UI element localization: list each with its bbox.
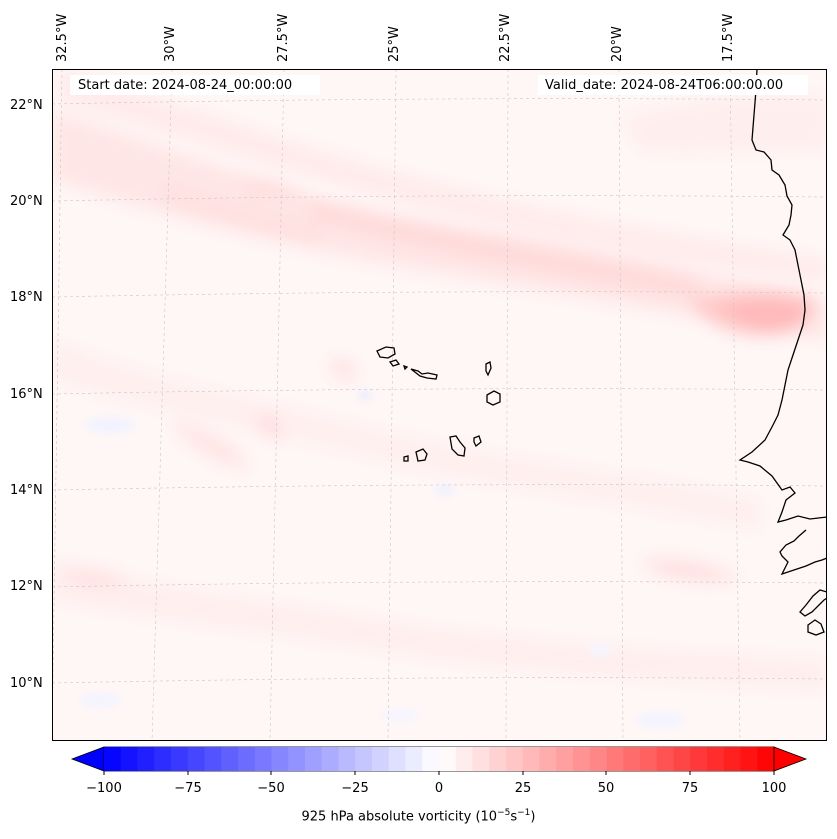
cb-tick-75: 75 [681,781,699,796]
island-sao-nicolau [410,368,438,380]
colorbar-step [422,747,440,771]
colorbar-step [472,747,490,771]
colorbar-step [338,747,356,771]
colorbar-step [455,747,473,771]
africa-coastline [738,69,827,636]
colorbar-step [506,747,524,771]
lon-label-30w: 30°W [163,26,178,62]
negative-patches [80,390,685,727]
colorbar-step [723,747,741,771]
island-boa-vista [486,390,501,406]
colorbar-step [606,747,624,771]
colorbar-extend-high [773,746,808,772]
lat-label-10n: 10°N [10,676,43,691]
colorbar-step [439,747,457,771]
colorbar-step [238,747,256,771]
lat-label-14n: 14°N [10,483,43,498]
start-date-box [70,75,320,95]
colorbar-title-mid: s [510,809,518,825]
colorbar-step [321,747,339,771]
island-brava [403,455,409,462]
colorbar-step [154,747,172,771]
colorbar-step [120,747,138,771]
cb-tick-50: 50 [597,781,615,796]
island-santa-luzia [402,364,409,371]
colorbar-step [271,747,289,771]
colorbar-step [656,747,674,771]
colorbar-step [104,747,122,771]
colorbar-title-prefix: 925 hPa absolute vorticity (10 [301,809,498,825]
colorbar-step [556,747,574,771]
valid-date-text: Valid_date: 2024-08-24T06:00:00.00 [545,78,784,93]
colorbar-step [522,747,540,771]
colorbar-step [388,747,406,771]
colorbar [70,746,808,775]
colorbar-step [405,747,423,771]
map-frame [52,69,827,741]
colorbar-title: 925 hPa absolute vorticity (10−5s−1) [0,808,837,824]
colorbar-steps [104,747,775,771]
cb-tick-m25: −25 [341,781,369,796]
colorbar-title-exp1: −5 [497,808,511,818]
colorbar-title-exp2: −1 [517,808,531,818]
lat-label-18n: 18°N [10,290,43,305]
cb-tick-m75: −75 [174,781,202,796]
colorbar-ticks [103,771,775,775]
cb-tick-100: 100 [761,781,787,796]
cb-tick-m50: −50 [257,781,285,796]
island-sao-vicente [388,359,401,367]
colorbar-step [489,747,507,771]
vorticity-field [52,70,827,690]
colorbar-step [757,747,775,771]
colorbar-step [690,747,708,771]
island-santiago [449,435,466,457]
colorbar-step [372,747,390,771]
lon-label-17-5w: 17.5°W [721,13,736,62]
lat-label-12n: 12°N [10,579,43,594]
lon-label-20w: 20°W [610,26,625,62]
cb-tick-m100: −100 [86,781,122,796]
lon-label-25w: 25°W [387,26,402,62]
start-date-text: Start date: 2024-08-24_00:00:00 [78,78,293,93]
cb-tick-0: 0 [434,781,444,796]
island-fogo [415,448,428,462]
colorbar-title-suffix: ) [530,809,536,825]
lat-label-16n: 16°N [10,387,43,402]
colorbar-step [623,747,641,771]
lon-label-22-5w: 22.5°W [498,13,513,62]
island-santo-antao [376,346,396,359]
colorbar-step [137,747,155,771]
cb-tick-25: 25 [514,781,532,796]
colorbar-step [740,747,758,771]
island-sal [485,361,492,377]
colorbar-step [305,747,323,771]
lat-label-20n: 20°N [10,194,43,209]
lon-label-27-5w: 27.5°W [276,13,291,62]
colorbar-step [573,747,591,771]
colorbar-step [539,747,557,771]
colorbar-step [673,747,691,771]
colorbar-step [640,747,658,771]
colorbar-step [187,747,205,771]
colorbar-extend-low [70,746,105,772]
colorbar-step [288,747,306,771]
colorbar-step [707,747,725,771]
vorticity-map [52,69,827,741]
island-maio [473,435,482,448]
colorbar-step [589,747,607,771]
colorbar-step [254,747,272,771]
lat-label-22n: 22°N [10,98,43,113]
valid-date-box [538,75,808,95]
cape-verde-islands [376,346,501,462]
colorbar-step [204,747,222,771]
colorbar-step [221,747,239,771]
colorbar-step [171,747,189,771]
gridlines [52,69,827,741]
lon-label-32-5w: 32.5°W [55,13,70,62]
colorbar-step [355,747,373,771]
